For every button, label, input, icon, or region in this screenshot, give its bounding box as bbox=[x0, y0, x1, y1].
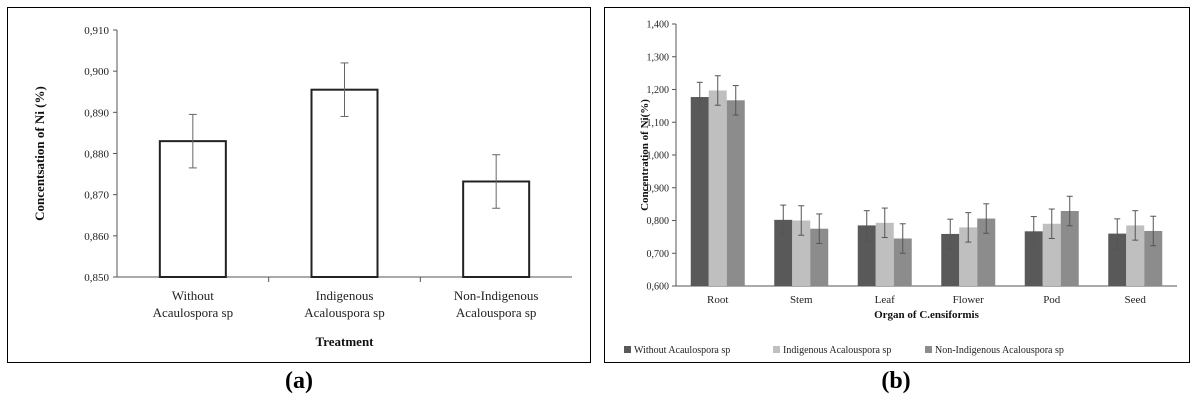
x-tick-label: Flower bbox=[953, 294, 985, 306]
bar bbox=[1144, 230, 1163, 286]
y-tick-label: 1,100 bbox=[647, 118, 670, 129]
bar bbox=[977, 218, 996, 286]
y-tick-label: 0,900 bbox=[84, 66, 109, 78]
bar bbox=[875, 222, 894, 286]
y-tick-label: 0,600 bbox=[647, 282, 670, 293]
y-tick-label: 0,890 bbox=[84, 107, 109, 119]
bar bbox=[810, 228, 829, 286]
y-tick-label: 0,880 bbox=[84, 149, 109, 161]
bar bbox=[792, 220, 811, 286]
legend-label: Indigenous Acalouspora sp bbox=[783, 345, 891, 356]
x-tick-label: Acalouspora sp bbox=[456, 305, 537, 320]
y-tick-label: 0,700 bbox=[647, 249, 670, 260]
x-tick-label: Pod bbox=[1043, 294, 1061, 306]
x-tick-label: Seed bbox=[1125, 294, 1147, 306]
y-axis-title: Concentsation of Ni (%) bbox=[32, 86, 47, 221]
bar bbox=[1108, 233, 1127, 286]
y-tick-label: 1,400 bbox=[647, 20, 670, 31]
bar bbox=[941, 233, 960, 286]
bar bbox=[690, 97, 709, 286]
legend-label: Non-Indigenous Acalouspora sp bbox=[935, 345, 1064, 356]
legend-swatch bbox=[773, 346, 780, 353]
x-tick-label: Stem bbox=[790, 294, 813, 306]
bar bbox=[1126, 225, 1145, 286]
y-tick-label: 0,850 bbox=[84, 272, 109, 284]
x-axis-title: Organ of C.ensiformis bbox=[874, 309, 980, 321]
y-tick-label: 1,200 bbox=[647, 85, 670, 96]
y-axis-title: Concentration of Ni(%) bbox=[639, 99, 651, 211]
panel-label-b: (b) bbox=[881, 368, 911, 394]
legend-label: Without Acaulospora sp bbox=[634, 345, 730, 356]
y-tick-label: 0,800 bbox=[647, 216, 670, 227]
legend-swatch bbox=[925, 346, 932, 353]
y-tick-label: 0,910 bbox=[84, 25, 109, 37]
y-tick-label: 1,000 bbox=[647, 151, 670, 162]
x-tick-label: Acalouspora sp bbox=[304, 305, 385, 320]
bar bbox=[1060, 211, 1079, 286]
x-axis-title: Treatment bbox=[316, 334, 375, 349]
bar bbox=[959, 227, 978, 286]
y-tick-label: 1,300 bbox=[647, 52, 670, 63]
bar bbox=[708, 90, 727, 286]
panel-label-a: (a) bbox=[285, 368, 313, 394]
y-tick-label: 0,860 bbox=[84, 231, 109, 243]
bar bbox=[1042, 223, 1061, 286]
bar bbox=[1024, 231, 1043, 286]
y-tick-label: 0,900 bbox=[647, 183, 670, 194]
x-tick-label: Indigenous bbox=[316, 288, 374, 303]
x-tick-label: Root bbox=[707, 294, 728, 306]
x-tick-label: Non-Indigenous bbox=[454, 288, 539, 303]
x-tick-label: Acaulospora sp bbox=[153, 305, 234, 320]
bar bbox=[893, 238, 912, 286]
bar bbox=[726, 100, 745, 287]
x-tick-label: Leaf bbox=[875, 294, 895, 306]
y-tick-label: 0,870 bbox=[84, 190, 109, 202]
bar bbox=[774, 219, 793, 286]
x-tick-label: Without bbox=[172, 288, 214, 303]
bar bbox=[857, 225, 876, 286]
legend-swatch bbox=[624, 346, 631, 353]
